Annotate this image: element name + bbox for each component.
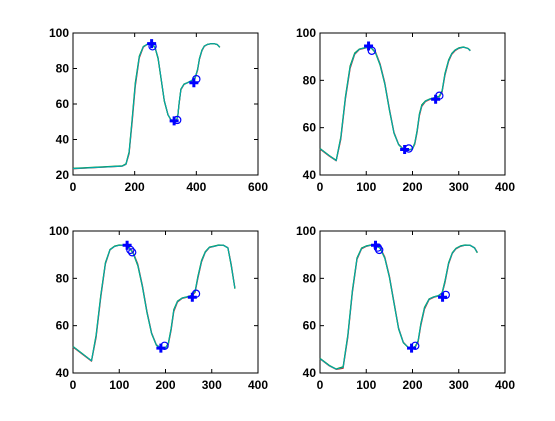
subplot-1-x-tick-label: 600 [248,180,268,194]
subplot-1: 0 200 400 600 20 40 60 80 100 [49,26,268,194]
subplot-3-x-tick-label: 300 [202,378,222,392]
subplot-2-x-tick-label: 400 [495,180,515,194]
subplot-2: 0 100 200 300 400 40 60 80 100 [296,26,515,194]
subplot-4-y-tick-label: 60 [303,319,317,333]
subplot-3-y-tick-label: 80 [56,271,70,285]
subplot-1-y-tick-label: 60 [56,97,70,111]
subplot-2-y-tick-label: 60 [303,121,317,135]
subplot-2-x-tick-label: 0 [317,180,324,194]
subplot-4-y-tick-label: 80 [303,271,317,285]
subplot-1-y-tick-label: 80 [56,62,70,76]
subplot-4: 0 100 200 300 400 40 60 80 100 [296,224,515,392]
subplot-1-plus-marker [189,78,199,88]
subplot-4-y-tick-label: 100 [296,224,316,238]
subplot-3-series-line-3 [72,244,236,362]
subplot-1-y-tick-label: 100 [49,26,69,40]
subplot-2-y-tick-label: 40 [303,168,317,182]
subplot-4-plus-marker [407,343,417,353]
subplot-3-plus-marker [122,240,132,250]
subplot-4-x-tick-label: 400 [495,378,515,392]
subplot-1-y-tick-label: 20 [56,168,70,182]
subplot-2-plus-marker [400,144,410,154]
subplot-1-plus-marker [147,39,157,49]
subplot-4-x-tick-label: 300 [449,378,469,392]
subplot-3: 0 100 200 300 400 40 60 80 100 [49,224,268,392]
subplot-3-circle-marker [127,248,137,257]
subplot-4-plus-marker [438,292,448,302]
subplot-2-x-tick-label: 100 [356,180,376,194]
subplot-2-plus-marker [431,94,441,104]
subplot-4-plus-marker [371,240,380,250]
subplot-1-x-tick-label: 400 [186,180,206,194]
subplot-3-y-tick-label: 60 [56,319,70,333]
subplot-4-x-tick-label: 100 [356,378,376,392]
subplot-1-y-tick-label: 40 [56,133,70,147]
subplot-1-x-tick-label: 200 [125,180,145,194]
subplot-4-x-tick-label: 200 [402,378,422,392]
subplot-3-x-tick-label: 400 [248,378,268,392]
subplot-1-plus-marker [169,116,179,126]
subplot-2-y-tick-label: 80 [303,73,317,87]
subplot-3-x-tick-label: 0 [70,378,77,392]
subplot-2-axes-box [319,32,506,176]
subplot-2-x-tick-label: 200 [402,180,422,194]
subplot-4-y-tick-label: 40 [303,366,317,380]
subplot-2-x-tick-label: 300 [449,180,469,194]
subplot-3-x-tick-label: 100 [109,378,129,392]
subplot-3-y-tick-label: 100 [49,224,69,238]
subplot-3-plus-marker [156,343,166,353]
subplot-3-x-tick-label: 200 [155,378,175,392]
subplot-1-x-tick-label: 0 [70,180,77,194]
subplot-2-plus-marker [364,41,374,51]
subplot-2-y-tick-label: 100 [296,26,316,40]
subplot-3-y-tick-label: 40 [56,366,70,380]
subplot-4-x-tick-label: 0 [317,378,324,392]
subplot-3-plus-marker [187,292,197,302]
